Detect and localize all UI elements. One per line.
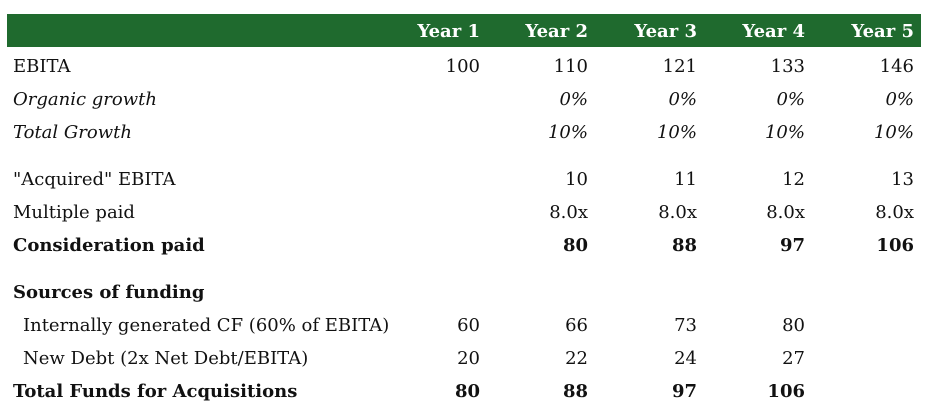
row-label: Multiple paid xyxy=(13,202,135,223)
row-ebita: EBITA 100 110 121 133 146 xyxy=(7,50,921,83)
cell-year-3: 88 xyxy=(671,235,697,256)
cell-year-3: 0% xyxy=(668,89,697,110)
row-multiple-paid: Multiple paid 8.0x 8.0x 8.0x 8.0x xyxy=(7,196,921,229)
cell-year-3: 97 xyxy=(671,381,697,402)
row-sources-of-funding: Sources of funding xyxy=(7,276,921,309)
row-total-funds: Total Funds for Acquisitions 80 88 97 10… xyxy=(7,375,921,408)
cell-year-5: 10% xyxy=(873,122,914,143)
cell-year-2: 10% xyxy=(547,122,588,143)
cell-year-3: 8.0x xyxy=(658,202,697,223)
cell-year-5: 13 xyxy=(891,169,914,190)
cell-year-2: 88 xyxy=(562,381,588,402)
row-label: EBITA xyxy=(13,56,71,77)
row-label: Total Growth xyxy=(13,122,132,143)
row-label: Internally generated CF (60% of EBITA) xyxy=(23,315,390,336)
row-label: Total Funds for Acquisitions xyxy=(13,381,298,402)
cell-year-3: 24 xyxy=(674,348,697,369)
header-year-2: Year 2 xyxy=(525,21,588,42)
cell-year-1: 80 xyxy=(454,381,480,402)
row-internally-generated-cf: Internally generated CF (60% of EBITA) 6… xyxy=(7,309,921,342)
cell-year-5: 146 xyxy=(879,56,914,77)
header-year-4: Year 4 xyxy=(742,21,805,42)
header-year-1: Year 1 xyxy=(417,21,480,42)
cell-year-2: 10 xyxy=(565,169,588,190)
header-row: Year 1 Year 2 Year 3 Year 4 Year 5 xyxy=(7,14,921,47)
cell-year-5: 8.0x xyxy=(875,202,914,223)
section-heading: Sources of funding xyxy=(13,282,205,303)
cell-year-1: 60 xyxy=(457,315,480,336)
row-label: Organic growth xyxy=(13,89,157,110)
cell-year-4: 12 xyxy=(782,169,805,190)
header-year-3: Year 3 xyxy=(634,21,697,42)
row-label: New Debt (2x Net Debt/EBITA) xyxy=(23,348,309,369)
cell-year-4: 10% xyxy=(764,122,805,143)
row-acquired-ebita: "Acquired" EBITA 10 11 12 13 xyxy=(7,163,921,196)
cell-year-2: 0% xyxy=(559,89,588,110)
cell-year-2: 22 xyxy=(565,348,588,369)
header-year-5: Year 5 xyxy=(851,21,914,42)
cell-year-4: 133 xyxy=(770,56,805,77)
cell-year-2: 8.0x xyxy=(549,202,588,223)
cell-year-4: 27 xyxy=(782,348,805,369)
row-consideration-paid: Consideration paid 80 88 97 106 xyxy=(7,229,921,262)
cell-year-2: 110 xyxy=(553,56,588,77)
cell-year-2: 66 xyxy=(565,315,588,336)
cell-year-2: 80 xyxy=(562,235,588,256)
row-organic-growth: Organic growth 0% 0% 0% 0% xyxy=(7,83,921,116)
cell-year-4: 80 xyxy=(782,315,805,336)
cell-year-4: 97 xyxy=(779,235,805,256)
cell-year-3: 73 xyxy=(674,315,697,336)
cell-year-4: 8.0x xyxy=(766,202,805,223)
cell-year-5: 106 xyxy=(876,235,914,256)
row-label: Consideration paid xyxy=(13,235,205,256)
cell-year-5: 0% xyxy=(885,89,914,110)
row-total-growth: Total Growth 10% 10% 10% 10% xyxy=(7,116,921,149)
spreadsheet-table: Year 1 Year 2 Year 3 Year 4 Year 5 EBITA… xyxy=(7,14,921,402)
cell-year-1: 100 xyxy=(445,56,480,77)
cell-year-4: 0% xyxy=(776,89,805,110)
row-label: "Acquired" EBITA xyxy=(13,169,176,190)
cell-year-3: 11 xyxy=(674,169,697,190)
cell-year-1: 20 xyxy=(457,348,480,369)
cell-year-3: 10% xyxy=(656,122,697,143)
cell-year-4: 106 xyxy=(767,381,805,402)
row-new-debt: New Debt (2x Net Debt/EBITA) 20 22 24 27 xyxy=(7,342,921,375)
cell-year-3: 121 xyxy=(662,56,697,77)
